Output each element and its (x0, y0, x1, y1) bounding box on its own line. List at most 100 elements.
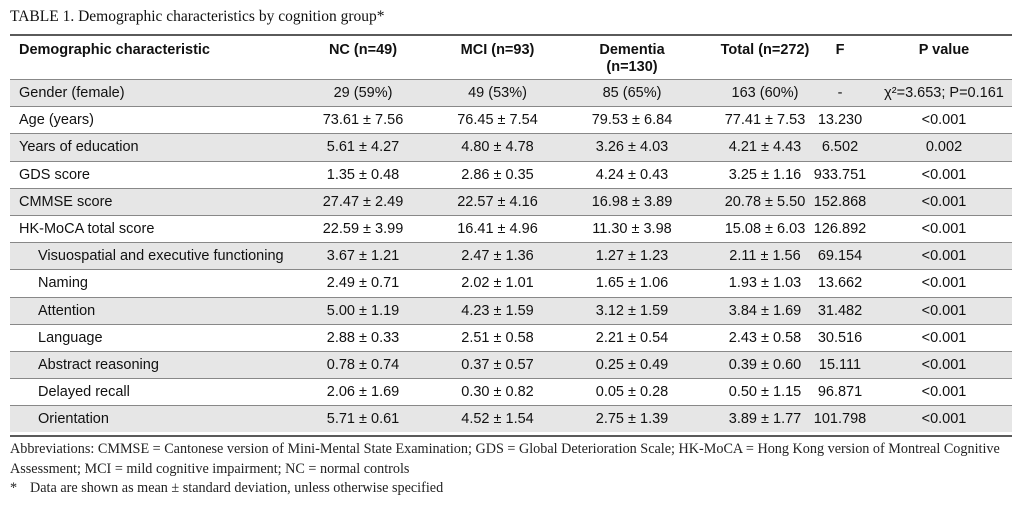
table-row: Naming 2.49 ± 0.71 2.02 ± 1.01 1.65 ± 1.… (10, 269, 1012, 296)
cell-p-value: <0.001 (921, 411, 967, 428)
abbreviations-note: Abbreviations: CMMSE = Cantonese version… (10, 441, 1000, 477)
table-bottom-rule (10, 435, 1012, 437)
cell-nc: 73.61 ± 7.56 (322, 112, 404, 129)
cell-mci: 49 (53%) (468, 85, 527, 101)
cell-p-value: <0.001 (921, 166, 967, 183)
table-row: CMMSE score 27.47 ± 2.49 22.57 ± 4.16 16… (10, 187, 1012, 215)
table-top-rule (10, 34, 1012, 36)
table-caption: TABLE 1. Demographic characteristics by … (10, 8, 385, 25)
table-row: Gender (female) 29 (59%) 49 (53%) 85 (65… (10, 79, 1012, 107)
cell-nc: 2.88 ± 0.33 (326, 329, 400, 346)
cell-total: 2.11 ± 1.56 (729, 248, 801, 265)
row-label: Years of education (19, 139, 139, 156)
table-row: Age (years) 73.61 ± 7.56 76.45 ± 7.54 79… (10, 106, 1012, 133)
cell-f: 101.798 (813, 411, 867, 428)
cell-dementia: 11.30 ± 3.98 (592, 220, 672, 237)
data-note-text: Data are shown as mean ± standard deviat… (30, 480, 444, 496)
row-label: Naming (38, 275, 88, 292)
cell-nc: 5.00 ± 1.19 (326, 302, 400, 319)
cell-f: 30.516 (817, 329, 863, 346)
cell-mci: 2.47 ± 1.36 (461, 248, 534, 265)
cell-mci: 0.30 ± 0.82 (461, 384, 534, 401)
header-total: Total (n=272) (720, 42, 810, 58)
row-label: Orientation (38, 411, 109, 428)
table-body: Gender (female) 29 (59%) 49 (53%) 85 (65… (10, 79, 1012, 433)
header-mci: MCI (n=93) (460, 42, 535, 58)
cell-dementia: 85 (65%) (602, 85, 662, 101)
cell-nc: 3.67 ± 1.21 (326, 248, 400, 265)
cell-dementia: 0.25 ± 0.49 (595, 356, 669, 373)
table-row: Delayed recall 2.06 ± 1.69 0.30 ± 0.82 0… (10, 378, 1012, 405)
cell-mci: 4.52 ± 1.54 (461, 411, 534, 428)
cell-total: 2.43 ± 0.58 (728, 329, 802, 346)
cell-p-value: 0.002 (925, 139, 963, 156)
cell-p-value: χ²=3.653; P=0.161 (884, 85, 1004, 101)
cell-dementia: 4.24 ± 0.43 (595, 166, 669, 183)
cell-nc: 5.61 ± 4.27 (326, 139, 400, 156)
row-label: GDS score (19, 166, 90, 183)
cell-dementia: 1.65 ± 1.06 (595, 275, 669, 292)
header-characteristic: Demographic characteristic (19, 42, 210, 58)
row-label: Language (38, 329, 103, 346)
cell-dementia: 2.21 ± 0.54 (595, 329, 669, 346)
cell-mci: 22.57 ± 4.16 (457, 193, 538, 210)
asterisk-mark: * (10, 480, 18, 496)
header-dementia-line1: Dementia (599, 42, 665, 58)
table-row: Attention 5.00 ± 1.19 4.23 ± 1.59 3.12 ±… (10, 296, 1012, 324)
cell-total: 0.39 ± 0.60 (728, 356, 802, 373)
cell-total: 20.78 ± 5.50 (724, 193, 806, 210)
header-dementia: Dementia (n=130) (567, 42, 697, 76)
cell-total: 3.25 ± 1.16 (728, 166, 802, 183)
cell-mci: 2.02 ± 1.01 (461, 275, 534, 292)
row-label: Age (years) (19, 112, 94, 129)
cell-mci: 4.23 ± 1.59 (461, 302, 534, 319)
cell-mci: 2.86 ± 0.35 (461, 166, 534, 183)
cell-mci: 16.41 ± 4.96 (457, 220, 538, 237)
cell-f: - (837, 85, 843, 101)
cell-f: 126.892 (813, 220, 867, 237)
cell-total: 163 (60%) (731, 85, 799, 101)
cell-mci: 4.80 ± 4.78 (461, 139, 534, 156)
row-label: Delayed recall (38, 384, 130, 401)
cell-dementia: 3.12 ± 1.59 (595, 302, 669, 319)
cell-p-value: <0.001 (921, 220, 967, 237)
row-label: Visuospatial and executive functioning (38, 248, 284, 265)
row-label: HK-MoCA total score (19, 220, 155, 237)
table-row: Years of education 5.61 ± 4.27 4.80 ± 4.… (10, 133, 1012, 161)
cell-nc: 1.35 ± 0.48 (326, 166, 400, 183)
cell-p-value: <0.001 (921, 275, 967, 292)
cell-dementia: 79.53 ± 6.84 (591, 112, 673, 129)
cell-p-value: <0.001 (921, 329, 967, 346)
table-row: HK-MoCA total score 22.59 ± 3.99 16.41 ±… (10, 214, 1012, 242)
cell-total: 0.50 ± 1.15 (728, 384, 802, 401)
table-row: Orientation 5.71 ± 0.61 4.52 ± 1.54 2.75… (10, 405, 1012, 433)
header-f: F (835, 42, 845, 58)
cell-f: 13.230 (817, 112, 863, 129)
cell-nc: 29 (59%) (333, 85, 393, 101)
cell-dementia: 16.98 ± 3.89 (591, 193, 673, 210)
cell-f: 6.502 (821, 139, 859, 156)
cell-p-value: <0.001 (921, 356, 967, 373)
cell-nc: 27.47 ± 2.49 (322, 193, 404, 210)
cell-nc: 22.59 ± 3.99 (322, 220, 404, 237)
table-row: Abstract reasoning 0.78 ± 0.74 0.37 ± 0.… (10, 350, 1012, 379)
table-footnotes: Abbreviations: CMMSE = Cantonese version… (10, 440, 1012, 499)
row-label: Attention (38, 302, 96, 319)
row-label: Gender (female) (19, 85, 125, 101)
cell-dementia: 3.26 ± 4.03 (595, 139, 669, 156)
cell-p-value: <0.001 (921, 384, 967, 401)
cell-mci: 0.37 ± 0.57 (461, 356, 534, 373)
cell-total: 4.21 ± 4.43 (728, 139, 802, 156)
header-dementia-line2: (n=130) (606, 59, 658, 75)
cell-p-value: <0.001 (921, 248, 967, 265)
row-label: CMMSE score (19, 193, 113, 210)
cell-f: 96.871 (817, 384, 863, 401)
cell-f: 933.751 (813, 166, 867, 183)
cell-total: 3.89 ± 1.77 (728, 411, 802, 428)
table-row: Language 2.88 ± 0.33 2.51 ± 0.58 2.21 ± … (10, 323, 1012, 351)
cell-nc: 2.06 ± 1.69 (326, 384, 400, 401)
data-note: * Data are shown as mean ± standard devia… (10, 479, 1012, 499)
cell-dementia: 0.05 ± 0.28 (595, 384, 669, 401)
cell-f: 31.482 (817, 302, 863, 319)
cell-f: 15.111 (818, 356, 862, 373)
